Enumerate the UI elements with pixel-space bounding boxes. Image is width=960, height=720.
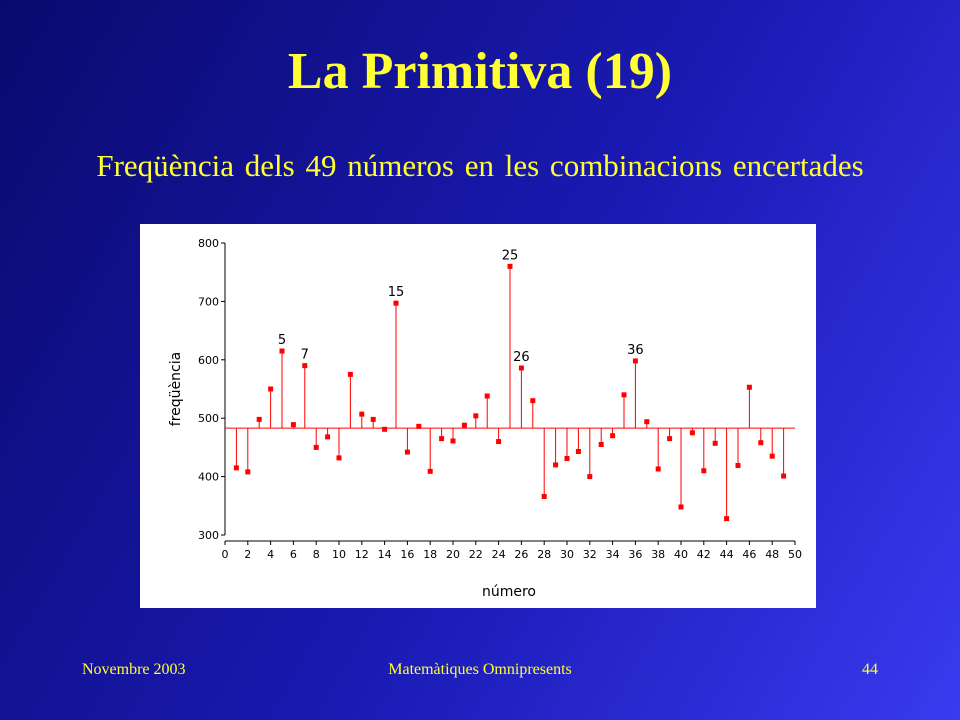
x-tick-label: 38: [651, 548, 665, 561]
x-tick-label: 14: [378, 548, 392, 561]
y-tick-label: 300: [198, 529, 219, 542]
data-point: [564, 455, 570, 461]
x-tick-label: 30: [560, 548, 574, 561]
data-point: [268, 386, 274, 392]
data-point: [701, 468, 707, 474]
x-tick-label: 40: [674, 548, 688, 561]
x-tick-label: 42: [697, 548, 711, 561]
data-point: [507, 263, 513, 269]
y-tick-label: 700: [198, 295, 219, 308]
x-tick-label: 26: [514, 548, 528, 561]
data-point: [587, 474, 593, 480]
x-tick-label: 18: [423, 548, 437, 561]
x-tick-label: 24: [492, 548, 506, 561]
data-point: [302, 363, 308, 369]
data-point: [233, 465, 239, 471]
data-point: [621, 392, 627, 398]
data-point: [689, 430, 695, 436]
chart-panel: 300 400 500 600 700 800 0 2 4 6 8 10 12 14 16 18 20 22 24 2…: [140, 224, 816, 608]
data-point: [256, 416, 262, 422]
data-point: [541, 493, 547, 499]
data-point: [530, 398, 536, 404]
data-point: [667, 436, 673, 442]
x-tick-label: 28: [537, 548, 551, 561]
x-tick-label: 50: [788, 548, 802, 561]
y-tick-label: 400: [198, 471, 219, 484]
data-point: [347, 371, 353, 377]
data-point: [393, 300, 399, 306]
slide-subtitle: Freqüència dels 49 números en les combin…: [96, 148, 864, 183]
data-point: [598, 441, 604, 447]
point-label: 26: [513, 350, 530, 365]
x-tick-label: 8: [313, 548, 320, 561]
data-point: [610, 433, 616, 439]
point-label: 25: [502, 248, 519, 263]
x-tick-label: 48: [765, 548, 779, 561]
x-tick-label: 34: [606, 548, 620, 561]
data-point: [712, 440, 718, 446]
data-point: [632, 358, 638, 364]
data-point: [382, 426, 388, 432]
point-label: 36: [627, 343, 644, 358]
x-tick-label: 4: [267, 548, 274, 561]
data-point: [746, 384, 752, 390]
data-point: [769, 453, 775, 459]
data-point: [644, 419, 650, 425]
x-tick-label: 10: [332, 548, 346, 561]
data-point: [758, 440, 764, 446]
data-point: [575, 448, 581, 454]
slide-number: 44: [862, 661, 878, 678]
x-tick-label: 2: [244, 548, 251, 561]
x-tick-label: 12: [355, 548, 369, 561]
data-point: [496, 439, 502, 445]
point-label: 15: [388, 285, 405, 300]
x-tick-label: 44: [720, 548, 734, 561]
data-point: [325, 434, 331, 440]
x-axis-label: número: [482, 584, 536, 600]
data-point: [724, 516, 730, 522]
data-point: [336, 455, 342, 461]
x-tick-label: 32: [583, 548, 597, 561]
data-point: [735, 463, 741, 469]
data-point: [553, 462, 559, 468]
x-tick-label: 22: [469, 548, 483, 561]
data-point: [370, 416, 376, 422]
y-tick-label: 800: [198, 237, 219, 250]
data-point: [473, 413, 479, 419]
data-point: [781, 473, 787, 479]
data-point: [245, 469, 251, 475]
data-point: [518, 365, 524, 371]
footer-title: Matemàtiques Omnipresents: [388, 661, 572, 678]
footer-date: Novembre 2003: [82, 661, 186, 678]
x-tick-label: 36: [628, 548, 642, 561]
y-axis-label: freqüència: [168, 352, 184, 426]
x-tick-label: 46: [742, 548, 756, 561]
data-point: [450, 438, 456, 444]
data-point: [439, 436, 445, 442]
data-point: [359, 411, 365, 417]
data-point: [461, 422, 467, 428]
data-point: [279, 348, 285, 354]
point-label: 7: [301, 348, 309, 363]
data-point: [290, 422, 296, 428]
slide-title: La Primitiva (19): [287, 43, 673, 100]
x-tick-label: 6: [290, 548, 297, 561]
x-tick-label: 20: [446, 548, 460, 561]
data-point: [678, 504, 684, 510]
x-tick-label: 16: [400, 548, 414, 561]
data-point: [427, 468, 433, 474]
data-point: [416, 423, 422, 429]
data-point: [313, 444, 319, 450]
data-point: [484, 393, 490, 399]
point-label: 5: [278, 333, 286, 348]
data-point: [404, 449, 410, 455]
y-tick-label: 600: [198, 354, 219, 367]
data-point: [655, 466, 661, 472]
x-tick-label: 0: [222, 548, 229, 561]
y-tick-label: 500: [198, 412, 219, 425]
